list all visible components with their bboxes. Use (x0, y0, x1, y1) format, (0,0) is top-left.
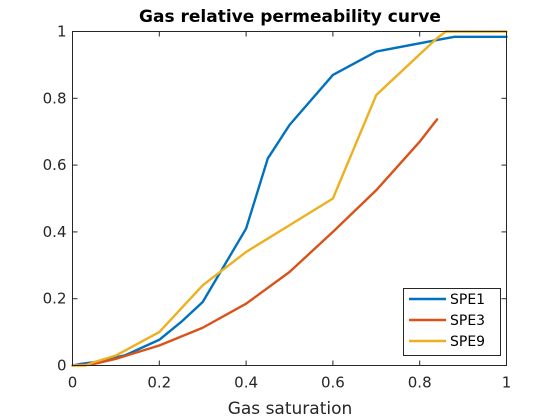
series-line-spe9 (71, 30, 508, 367)
x-tick-label: 0.2 (147, 374, 171, 392)
x-tick-label: 0.6 (321, 374, 345, 392)
y-tick-label: 0.8 (43, 89, 67, 107)
axis-ticks: 0 0.2 0.4 0.6 0.8 1 0 0.2 0.4 0.6 0.8 1 (43, 23, 512, 392)
legend-label-spe9: SPE9 (450, 334, 485, 350)
y-tick-label: 0.2 (43, 290, 67, 308)
y-tick-label: 0.6 (43, 156, 67, 174)
chart-title: Gas relative permeability curve (139, 7, 441, 27)
series-layer (71, 30, 508, 367)
y-tick-label: 0 (57, 357, 67, 375)
legend-label-spe3: SPE3 (450, 313, 485, 329)
plot-area-frame (72, 31, 507, 366)
x-tick-label: 0.8 (408, 374, 432, 392)
legend: SPE1 SPE3 SPE9 (403, 288, 501, 356)
x-tick-label: 1 (502, 374, 512, 392)
x-tick-label: 0.4 (234, 374, 258, 392)
y-tick-label: 1 (57, 23, 67, 41)
legend-label-spe1: SPE1 (450, 292, 485, 308)
y-tick-label: 0.4 (43, 223, 67, 241)
series-line-spe3 (71, 118, 439, 367)
x-axis-label: Gas saturation (228, 399, 353, 419)
x-tick-label: 0 (68, 374, 78, 392)
